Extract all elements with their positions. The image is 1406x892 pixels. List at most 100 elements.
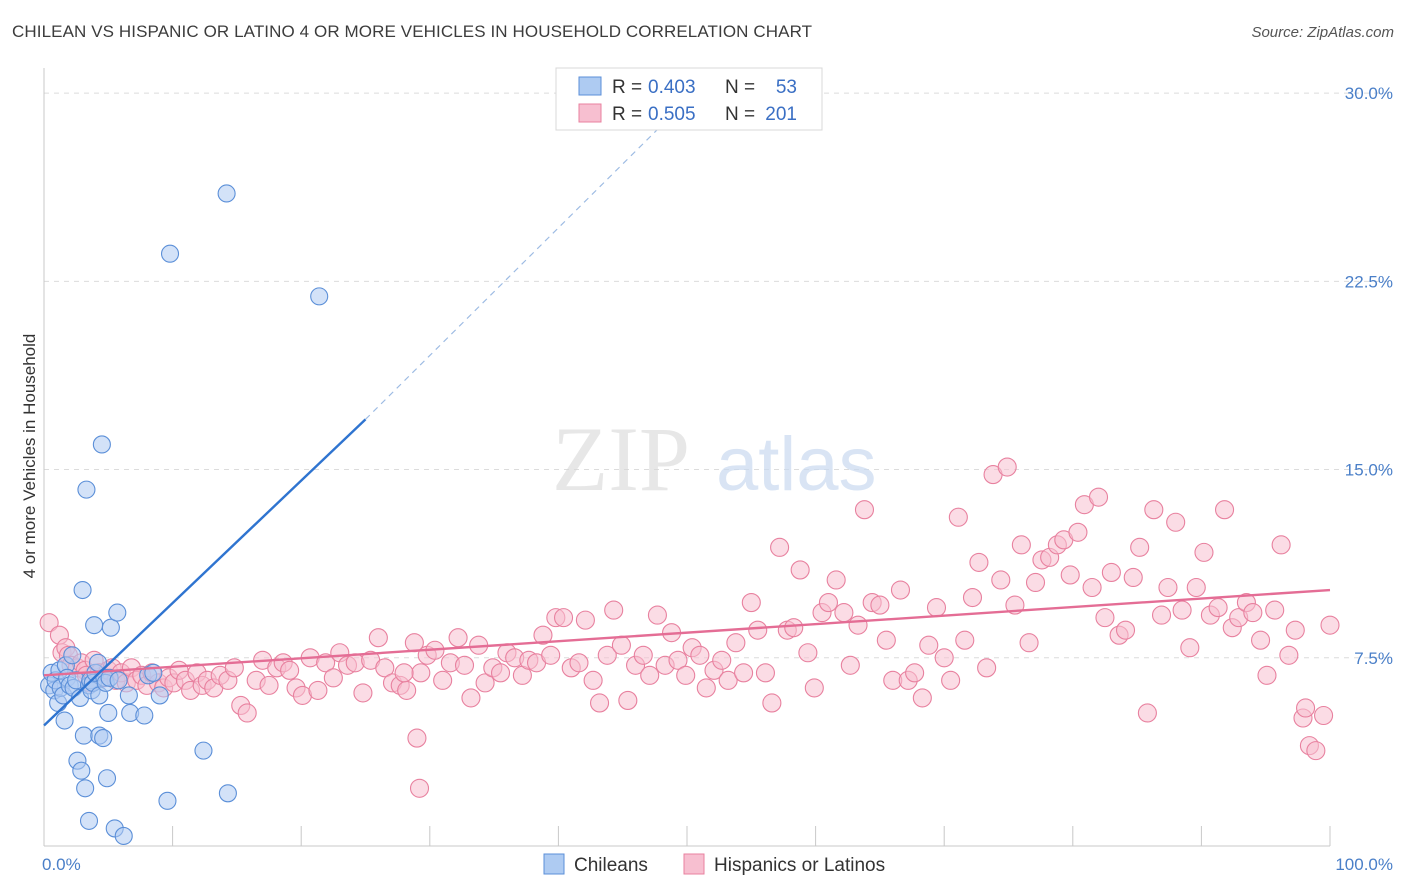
data-point bbox=[1158, 577, 1178, 598]
x-tick-label-max: 100.0% bbox=[1335, 855, 1393, 874]
legend-r-label-1: R = bbox=[612, 77, 642, 98]
data-point bbox=[741, 593, 761, 613]
data-point bbox=[1285, 620, 1305, 640]
data-point bbox=[77, 480, 96, 499]
data-point bbox=[1194, 542, 1214, 562]
data-point bbox=[97, 769, 117, 788]
chileans-points bbox=[40, 184, 329, 846]
data-point bbox=[308, 680, 328, 700]
data-point bbox=[991, 570, 1011, 590]
watermark: ZIP atlas bbox=[552, 408, 877, 510]
data-point bbox=[368, 628, 388, 648]
data-point bbox=[39, 613, 59, 633]
data-point bbox=[310, 287, 329, 306]
data-point bbox=[876, 630, 896, 650]
data-point bbox=[316, 653, 336, 673]
data-point bbox=[818, 593, 839, 613]
data-point bbox=[1314, 705, 1334, 726]
data-point bbox=[1011, 535, 1031, 555]
data-point bbox=[407, 728, 427, 748]
data-point bbox=[1180, 638, 1200, 658]
data-point bbox=[696, 678, 716, 698]
data-point bbox=[119, 686, 138, 705]
data-point bbox=[150, 686, 169, 705]
data-point bbox=[63, 646, 82, 665]
data-point bbox=[55, 711, 74, 730]
data-point bbox=[611, 635, 631, 655]
y-tick-label: 30.0% bbox=[1345, 84, 1393, 103]
data-point bbox=[926, 598, 947, 618]
legend: R = 0.403 N = 53 R = 0.505 N = 201 bbox=[555, 67, 823, 131]
grid-lines bbox=[44, 92, 1393, 659]
data-point bbox=[237, 703, 257, 723]
data-point bbox=[1095, 608, 1115, 628]
data-point bbox=[668, 650, 688, 670]
data-point bbox=[76, 779, 95, 798]
data-point bbox=[1060, 565, 1080, 585]
data-point bbox=[1082, 577, 1102, 598]
data-point bbox=[1306, 741, 1326, 761]
legend-swatch-blue bbox=[578, 76, 602, 96]
data-point bbox=[1279, 645, 1299, 665]
data-point bbox=[1243, 603, 1263, 623]
data-point bbox=[590, 693, 610, 713]
legend-r-value-2: 0.505 bbox=[648, 104, 696, 125]
data-point bbox=[553, 608, 574, 628]
data-point bbox=[1186, 577, 1206, 598]
data-point bbox=[409, 778, 430, 798]
legend-r-value-1: 0.403 bbox=[648, 77, 696, 98]
data-point bbox=[955, 630, 975, 650]
hispanics-trend-line bbox=[43, 588, 1331, 677]
data-point bbox=[135, 706, 154, 725]
data-point bbox=[941, 670, 961, 690]
data-point bbox=[79, 811, 99, 830]
data-point bbox=[217, 184, 236, 203]
legend-r-label-2: R = bbox=[612, 104, 642, 125]
y-axis-title: 4 or more Vehicles in Household bbox=[20, 334, 39, 579]
data-point bbox=[109, 671, 128, 690]
data-point bbox=[770, 537, 790, 557]
data-point bbox=[734, 663, 754, 683]
data-point bbox=[1088, 487, 1109, 507]
data-point bbox=[72, 761, 91, 780]
data-point bbox=[997, 457, 1017, 477]
legend-swatch-pink bbox=[578, 103, 602, 123]
data-point bbox=[597, 645, 617, 665]
y-tick-labels: 7.5% 15.0% 22.5% 30.0% bbox=[1345, 84, 1393, 668]
data-point bbox=[1166, 512, 1186, 532]
data-point bbox=[1025, 572, 1046, 593]
data-point bbox=[583, 670, 603, 690]
y-tick-label: 7.5% bbox=[1354, 649, 1393, 668]
data-point bbox=[762, 693, 782, 713]
data-point bbox=[92, 435, 111, 454]
bottom-legend: Chileans Hispanics or Latinos bbox=[543, 853, 885, 876]
chart-title: CHILEAN VS HISPANIC OR LATINO 4 OR MORE … bbox=[12, 22, 813, 41]
data-point bbox=[454, 655, 475, 675]
data-point bbox=[375, 658, 395, 678]
data-point bbox=[101, 618, 120, 637]
x-tick-label-min: 0.0% bbox=[42, 855, 81, 874]
data-point bbox=[784, 618, 804, 638]
data-point bbox=[1068, 522, 1088, 542]
data-point bbox=[962, 587, 983, 608]
bottom-legend-swatch-hispanics bbox=[683, 853, 705, 875]
data-point bbox=[1296, 698, 1316, 718]
data-point bbox=[411, 663, 431, 683]
data-point bbox=[218, 784, 237, 803]
watermark-zip: ZIP bbox=[552, 408, 690, 510]
data-point bbox=[977, 658, 997, 678]
data-point bbox=[94, 729, 113, 748]
data-point bbox=[690, 645, 710, 665]
data-point bbox=[74, 726, 93, 745]
bottom-legend-label-hispanics: Hispanics or Latinos bbox=[714, 855, 885, 876]
data-point bbox=[1137, 703, 1157, 723]
data-point bbox=[1019, 633, 1039, 653]
data-point bbox=[1101, 562, 1121, 582]
data-point bbox=[748, 620, 768, 640]
data-point bbox=[969, 552, 989, 572]
data-point bbox=[490, 663, 511, 683]
data-point bbox=[194, 741, 213, 760]
legend-n-label-2: N = bbox=[725, 104, 755, 125]
data-point bbox=[475, 673, 495, 693]
